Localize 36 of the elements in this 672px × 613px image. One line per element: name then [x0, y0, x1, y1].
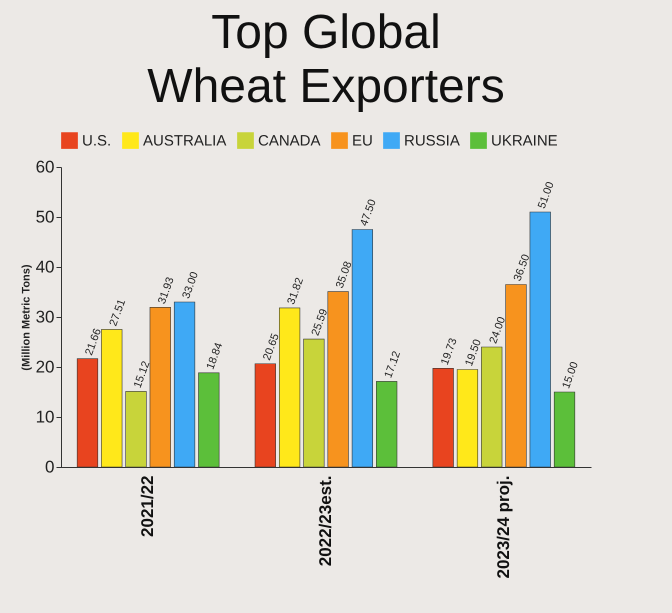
data-label: 17.12: [382, 350, 404, 380]
data-label: 20.65: [261, 332, 282, 362]
y-tick-label: 50: [36, 208, 54, 226]
legend-label: CANADA: [258, 132, 321, 150]
x-tick-label: 2021/22: [138, 476, 158, 537]
data-label: 19.50: [463, 338, 484, 368]
y-tick-label: 60: [36, 158, 54, 176]
y-axis-title: (Million Metric Tons): [20, 264, 33, 371]
legend-label: U.S.: [82, 132, 112, 150]
y-tick-label: 40: [36, 258, 54, 276]
y-tick-label: 10: [36, 408, 54, 426]
data-label: 25.59: [310, 307, 330, 338]
x-tick-label: 2022/23est.: [316, 476, 335, 566]
data-label: 18.84: [204, 341, 226, 372]
data-label: 33.00: [180, 270, 201, 300]
data-label: 31.93: [156, 276, 177, 306]
y-tick-label: 20: [36, 358, 54, 376]
data-label: 35.08: [334, 260, 355, 290]
legend-label: AUSTRALIA: [143, 132, 226, 150]
x-tick-label: 2023/24 proj.: [494, 476, 513, 579]
data-label: 36.50: [512, 252, 532, 283]
chart-title: Top Global Wheat Exporters: [147, 6, 505, 113]
legend-label: UKRAINE: [491, 132, 558, 150]
data-label: 24.00: [487, 315, 508, 346]
legend-label: EU: [352, 132, 373, 150]
y-tick-label: 0: [45, 458, 54, 476]
data-label: 51.00: [536, 180, 557, 210]
data-label: 47.50: [358, 198, 379, 228]
data-label: 21.66: [83, 327, 104, 357]
y-tick-label: 30: [36, 308, 54, 326]
data-label: 15.00: [560, 360, 581, 390]
data-label: 27.51: [107, 298, 128, 328]
data-label: 31.82: [285, 276, 306, 306]
data-label: 19.73: [438, 336, 460, 367]
legend-label: RUSSIA: [404, 132, 460, 150]
data-label: 15.12: [132, 360, 152, 390]
